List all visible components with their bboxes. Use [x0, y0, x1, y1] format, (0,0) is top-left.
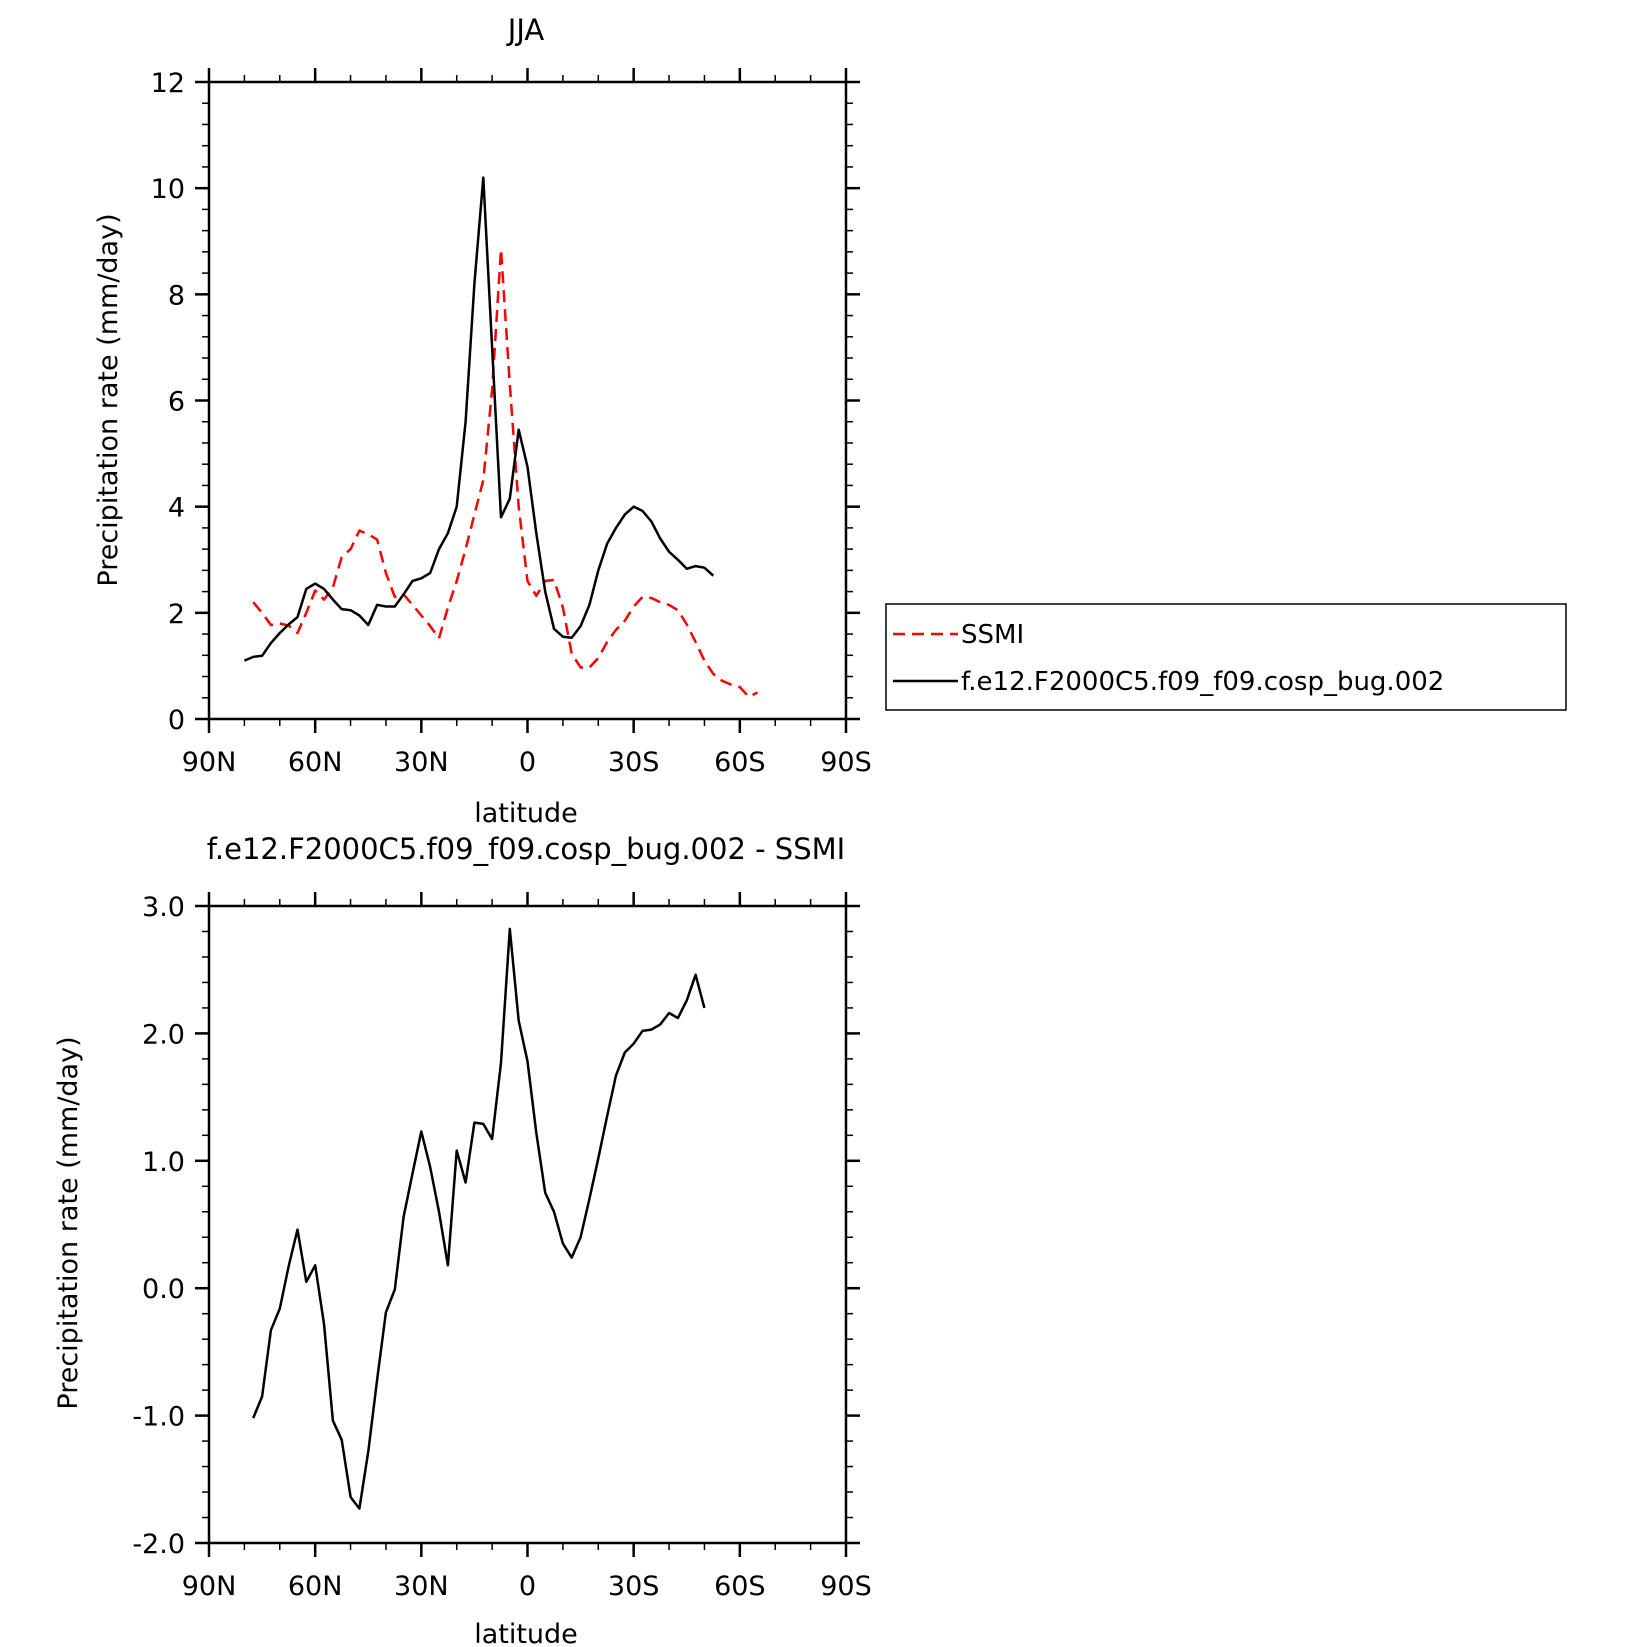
bottom-y-tick-label: 2.0	[142, 1019, 185, 1050]
top-panel: JJA 90N 60N 30N 0 30S 60S 90S 0 2 4 6 8 10 12 latitu…	[93, 13, 872, 829]
top-x-tick-label: 30S	[608, 747, 660, 778]
top-y-tick-label: 8	[168, 280, 185, 311]
bottom-x-tick-label: 60S	[714, 1571, 766, 1602]
bottom-y-tick-label: -2.0	[132, 1529, 185, 1560]
top-chart-title: JJA	[506, 13, 545, 47]
bottom-chart-title: f.e12.F2000C5.f09_f09.cosp_bug.002 - SSM…	[207, 832, 845, 866]
legend-box	[885, 603, 1567, 711]
top-x-tick-label: 90S	[820, 747, 872, 778]
bottom-panel: f.e12.F2000C5.f09_f09.cosp_bug.002 - SSM…	[53, 832, 872, 1647]
legend: SSMI f.e12.F2000C5.f09_f09.cosp_bug.002	[885, 603, 1567, 711]
top-x-tick-label: 90N	[182, 747, 237, 778]
top-x-tick-label: 60N	[288, 747, 343, 778]
bottom-x-tick-label: 90N	[182, 1571, 237, 1602]
bottom-x-tick-label: 30S	[608, 1571, 660, 1602]
top-y-tick-label: 4	[168, 493, 185, 524]
top-x-tick-label: 0	[519, 747, 536, 778]
top-series-line-1	[243, 176, 715, 662]
top-axis-ticks	[195, 68, 860, 733]
bottom-y-tick-label: -1.0	[132, 1402, 185, 1433]
top-x-tick-label: 30N	[394, 747, 449, 778]
bottom-x-tick-label: 60N	[288, 1571, 343, 1602]
top-y-tick-label: 2	[168, 599, 185, 630]
top-series-line-0	[252, 247, 759, 698]
top-y-tick-label: 6	[168, 387, 185, 418]
bottom-x-tick-label: 90S	[820, 1571, 872, 1602]
bottom-x-tick-label: 30N	[394, 1571, 449, 1602]
top-y-axis-label: Precipitation rate (mm/day)	[93, 213, 124, 586]
top-plot-frame	[207, 80, 848, 721]
top-y-tick-label: 10	[151, 174, 185, 205]
bottom-plot-frame	[207, 904, 848, 1545]
bottom-series-lines	[252, 927, 706, 1510]
top-series-lines	[243, 176, 759, 698]
bottom-y-tick-label: 3.0	[142, 892, 185, 923]
top-x-axis-label: latitude	[474, 798, 578, 829]
top-x-tick-label: 60S	[714, 747, 766, 778]
top-y-tick-label: 0	[168, 705, 185, 736]
bottom-y-tick-label: 1.0	[142, 1147, 185, 1178]
bottom-axis-ticks	[195, 892, 860, 1557]
bottom-x-tick-label: 0	[519, 1571, 536, 1602]
legend-label-ssmi: SSMI	[961, 620, 1024, 650]
bottom-x-axis-label: latitude	[474, 1619, 578, 1647]
bottom-x-tick-labels: 90N 60N 30N 0 30S 60S 90S	[182, 1571, 872, 1602]
top-y-tick-label: 12	[151, 68, 185, 99]
top-y-tick-labels: 0 2 4 6 8 10 12	[151, 68, 185, 736]
legend-label-model: f.e12.F2000C5.f09_f09.cosp_bug.002	[961, 667, 1444, 697]
bottom-y-tick-label: 0.0	[142, 1274, 185, 1305]
bottom-y-axis-label: Precipitation rate (mm/day)	[53, 1036, 84, 1409]
bottom-y-tick-labels: -2.0 -1.0 0.0 1.0 2.0 3.0	[132, 892, 185, 1560]
top-x-tick-labels: 90N 60N 30N 0 30S 60S 90S	[182, 747, 872, 778]
bottom-series-line-0	[252, 927, 706, 1510]
